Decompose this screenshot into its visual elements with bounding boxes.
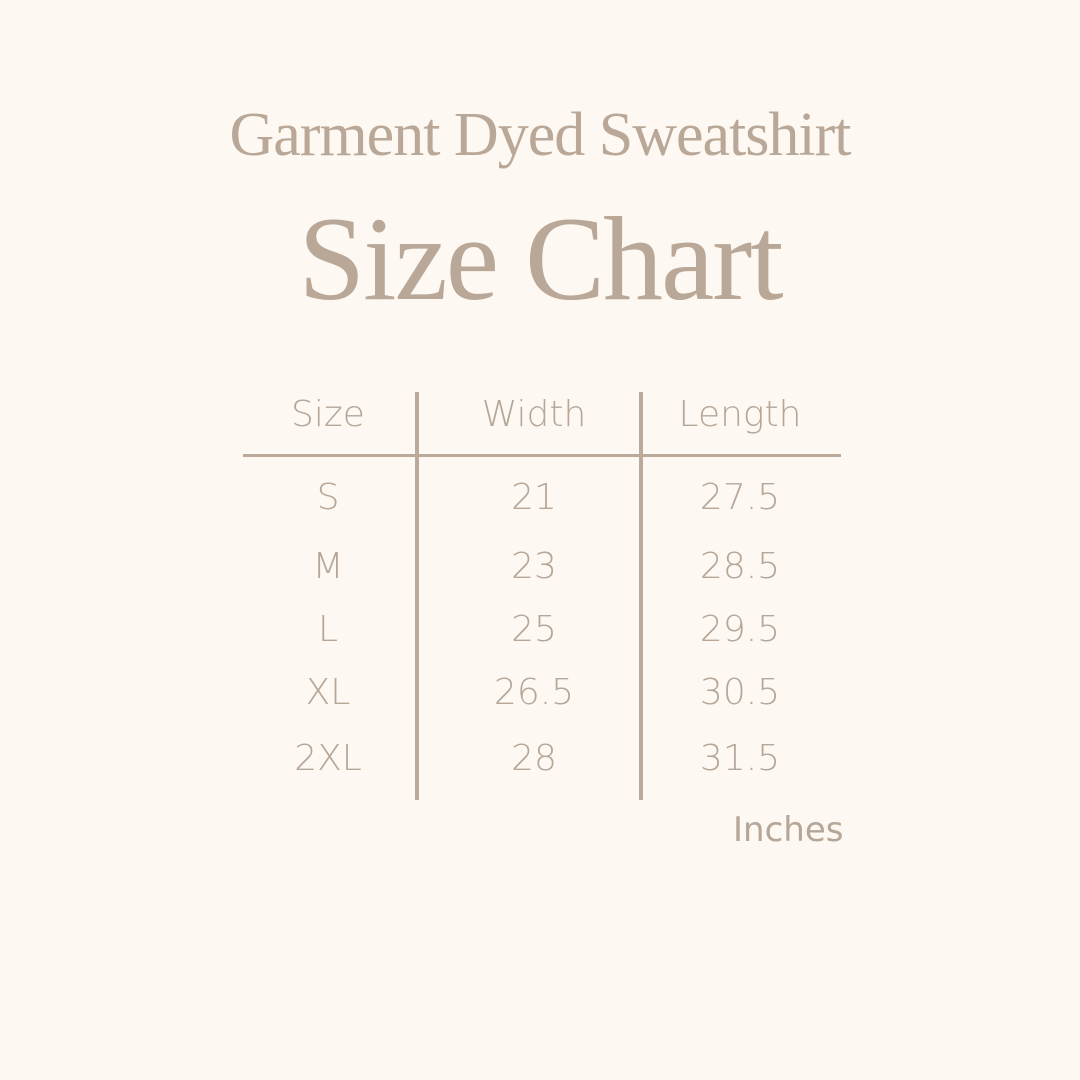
cell-length: 31.5 <box>699 738 781 779</box>
header-size: Size <box>291 394 365 435</box>
header-divider <box>243 454 841 457</box>
cell-width: 26.5 <box>493 672 575 713</box>
cell-length: 28.5 <box>699 546 781 587</box>
cell-size: XL <box>305 672 351 713</box>
header-length: Length <box>678 394 802 435</box>
cell-length: 29.5 <box>699 609 781 650</box>
title: Garment Dyed Sweatshirt <box>229 101 852 169</box>
cell-width: 28 <box>511 738 557 779</box>
cell-size: L <box>317 609 339 650</box>
cell-size: 2XL <box>294 738 362 779</box>
column-divider <box>639 392 643 800</box>
cell-size: M <box>312 546 344 587</box>
header-width: Width <box>481 394 587 435</box>
cell-width: 21 <box>511 477 557 518</box>
cell-size: S <box>316 477 340 518</box>
units-label: Inches <box>733 810 844 850</box>
cell-length: 30.5 <box>699 672 781 713</box>
cell-width: 23 <box>511 546 557 587</box>
subtitle: Size Chart <box>298 192 783 325</box>
cell-width: 25 <box>511 609 557 650</box>
cell-length: 27.5 <box>699 477 781 518</box>
column-divider <box>415 392 419 800</box>
